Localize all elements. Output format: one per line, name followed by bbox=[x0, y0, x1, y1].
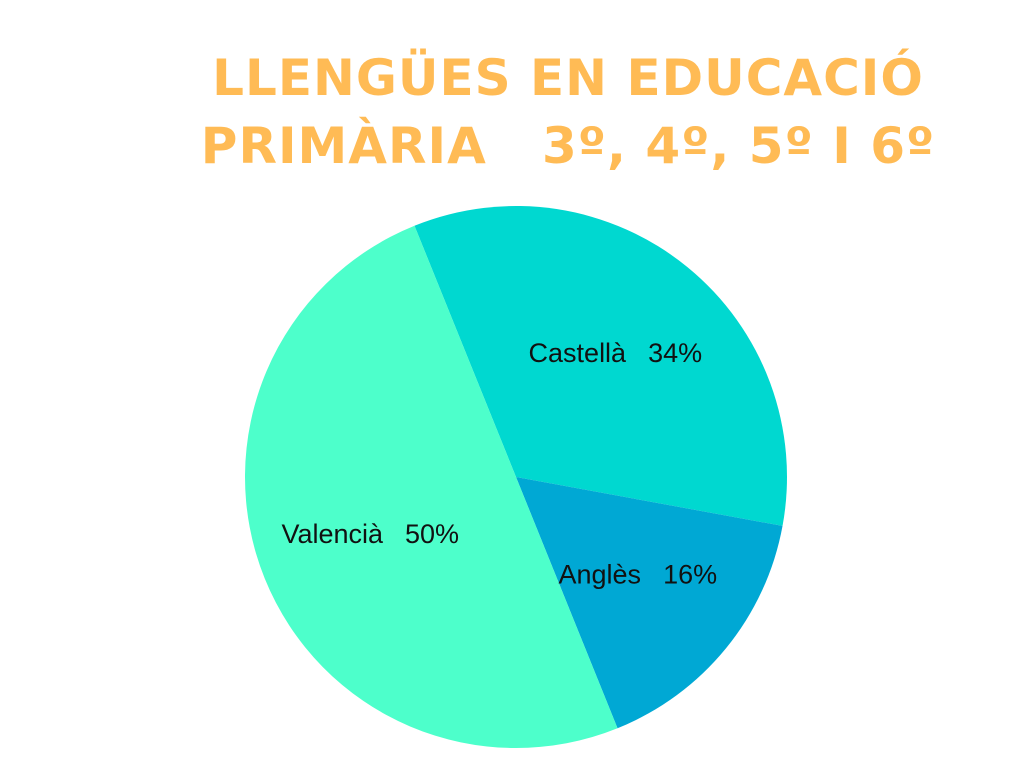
category-label: Castellà bbox=[529, 338, 628, 368]
value-label: 34% bbox=[648, 338, 702, 368]
pie-slice bbox=[245, 225, 618, 749]
chart-title: LLENGÜES EN EDUCACIÓ bbox=[212, 48, 924, 107]
category-label: Valencià bbox=[281, 519, 384, 549]
slice-label: Valencià 50% bbox=[281, 519, 459, 549]
value-label: 16% bbox=[663, 559, 717, 589]
slice-label: Anglès 16% bbox=[559, 559, 718, 589]
value-label: 50% bbox=[405, 519, 459, 549]
chart-title: PRIMÀRIA 3º, 4º, 5º I 6º bbox=[201, 116, 935, 175]
pie bbox=[245, 206, 787, 749]
pie-slice bbox=[516, 477, 783, 729]
slice-label: Castellà 34% bbox=[529, 338, 703, 368]
category-label: Anglès bbox=[559, 559, 642, 589]
pie-slice bbox=[414, 206, 787, 526]
